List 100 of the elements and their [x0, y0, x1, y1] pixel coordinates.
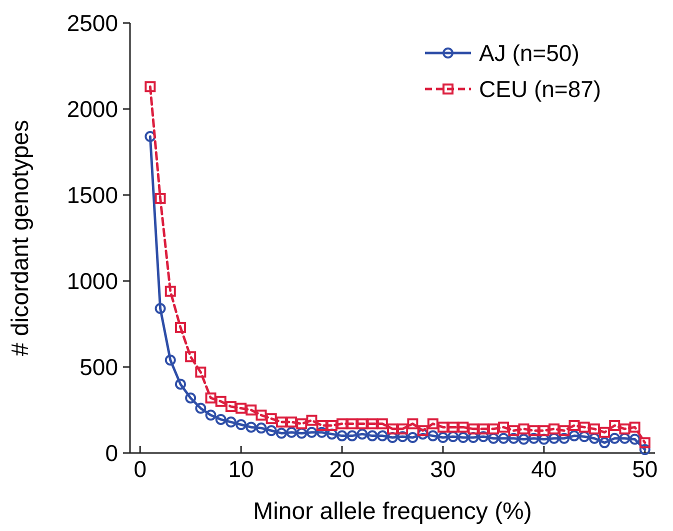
point [225, 416, 236, 428]
point [144, 131, 156, 142]
point [276, 416, 287, 428]
point [346, 430, 358, 442]
point [376, 418, 388, 430]
point [427, 418, 438, 430]
point [215, 414, 226, 425]
point [578, 422, 590, 433]
point [154, 303, 166, 314]
point [164, 354, 176, 366]
y-tick-label: 500 [80, 354, 118, 380]
point [568, 420, 580, 431]
point [558, 425, 570, 436]
point [558, 432, 570, 444]
x-tick-label: 50 [632, 456, 658, 482]
x-axis-title: Minor allele frequency (%) [253, 498, 532, 525]
point [185, 351, 196, 362]
point [256, 422, 267, 434]
point [205, 392, 216, 404]
point [296, 418, 308, 430]
point [326, 420, 338, 431]
point [427, 430, 438, 442]
point [599, 437, 610, 448]
point [609, 420, 620, 431]
point [144, 81, 156, 92]
point [336, 418, 348, 430]
point [397, 423, 408, 434]
point [508, 425, 520, 436]
point [639, 437, 650, 448]
point [407, 432, 418, 444]
point [468, 423, 479, 434]
x-tick-label: 20 [329, 456, 355, 482]
point [366, 430, 378, 442]
point [246, 422, 257, 433]
y-tick-label: 0 [105, 440, 118, 466]
point [578, 431, 590, 442]
point [236, 402, 247, 414]
point [286, 416, 298, 428]
point [286, 426, 298, 438]
point [538, 425, 550, 436]
point [246, 404, 257, 416]
point [588, 423, 600, 434]
point [639, 444, 650, 456]
point [629, 422, 640, 433]
point [488, 432, 499, 444]
point [154, 192, 166, 204]
point [548, 423, 560, 434]
point [478, 423, 489, 434]
point [588, 432, 600, 444]
point [528, 425, 540, 436]
point [356, 428, 368, 440]
y-tick-label: 1500 [66, 182, 118, 208]
point [326, 428, 338, 440]
point [619, 423, 630, 434]
point [236, 419, 247, 430]
point [174, 378, 186, 390]
point [215, 396, 226, 407]
point [417, 425, 428, 436]
point [548, 432, 560, 444]
point [195, 366, 206, 378]
point [458, 422, 469, 433]
point [346, 418, 358, 430]
point [407, 418, 418, 430]
point [478, 431, 489, 442]
point [296, 428, 308, 439]
point [185, 392, 196, 404]
point [276, 428, 287, 439]
point [376, 430, 388, 442]
point [195, 402, 206, 414]
point [205, 410, 216, 421]
point [306, 414, 318, 426]
point [266, 425, 277, 436]
point [518, 423, 530, 434]
y-axis-title: # dicordant genotypes [7, 120, 34, 356]
x-tick-label: 10 [228, 456, 254, 482]
point [316, 426, 328, 438]
point [448, 422, 459, 433]
y-tick-label: 2500 [66, 10, 118, 36]
point [538, 434, 550, 445]
point [316, 420, 328, 431]
point [417, 428, 428, 440]
point [448, 431, 459, 442]
point [609, 432, 620, 444]
point [397, 431, 408, 442]
x-tick-label: 40 [531, 456, 557, 482]
y-tick-label: 2000 [66, 96, 118, 122]
point [518, 434, 530, 445]
legend-label: AJ (n=50) [479, 40, 580, 66]
point [366, 418, 378, 430]
point [387, 423, 398, 434]
point [437, 422, 448, 433]
point [528, 432, 540, 444]
point [599, 426, 610, 438]
point [498, 432, 510, 444]
point [488, 423, 499, 434]
point [225, 401, 236, 412]
point [508, 432, 520, 444]
point [306, 426, 318, 438]
point [266, 413, 277, 424]
point [437, 432, 448, 444]
